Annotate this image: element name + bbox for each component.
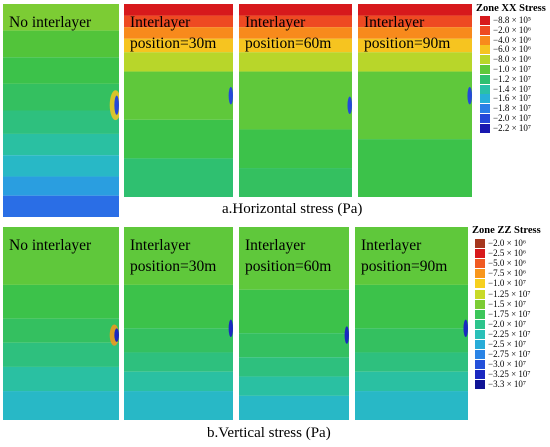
panel-label-pos90-xx: Interlayer position=90m	[364, 14, 451, 52]
panel-label-pos90-zz: Interlayer position=90m	[361, 237, 448, 275]
legend-label: −2.5 × 10⁶	[488, 248, 527, 259]
xx-contour-pos90	[358, 4, 472, 197]
legend-swatch	[475, 279, 485, 289]
legend-swatch	[480, 123, 490, 133]
legend-swatch	[475, 239, 485, 248]
legend-label: −2.75 × 10⁷	[488, 349, 531, 360]
xx-panel-pos60: Interlayer position=60m	[239, 4, 352, 197]
legend-swatch	[480, 114, 490, 123]
legend-swatch	[475, 249, 485, 259]
legend-swatch	[480, 25, 490, 35]
legend-label: −1.0 × 10⁷	[488, 278, 527, 289]
legend-label: −2.0 × 10⁶	[493, 24, 532, 35]
legend-swatch	[475, 259, 485, 269]
caption-vertical-stress: b.Vertical stress (Pa)	[207, 425, 331, 441]
legend-label: −2.25 × 10⁷	[488, 328, 531, 339]
legend-swatch	[475, 340, 485, 349]
xx-contour-pos60	[239, 4, 352, 197]
panel-label-no-interlayer-zz: No interlayer	[9, 237, 92, 254]
legend-label: −1.75 × 10⁷	[488, 308, 531, 319]
legend-swatch	[475, 289, 485, 299]
xx-panel-pos30: Interlayer position=30m	[124, 4, 233, 197]
legend-swatch	[475, 309, 485, 319]
legend-label: −3.0 × 10⁷	[488, 359, 527, 370]
zz-contour-pos30	[124, 227, 233, 420]
legend-swatch	[480, 74, 490, 84]
legend-label: −8.8 × 10⁵	[493, 15, 532, 25]
panel-label-pos30-zz: Interlayer position=30m	[130, 237, 217, 275]
legend-swatch	[475, 350, 485, 360]
legend-label: −2.2 × 10⁷	[493, 122, 532, 133]
legend-swatch	[475, 370, 485, 380]
legend-zz: Zone ZZ Stress −2.0 × 10⁶ −2.5 × 10⁶ −5.0 …	[472, 225, 550, 390]
legend-label: −1.4 × 10⁷	[493, 83, 532, 94]
legend-zz-title: Zone ZZ Stress	[472, 225, 541, 236]
legend-label: −1.6 × 10⁷	[493, 93, 532, 104]
panel-label-pos30-xx: Interlayer position=30m	[130, 14, 217, 52]
legend-label: −1.2 × 10⁷	[493, 73, 532, 84]
legend-label: −1.5 × 10⁷	[488, 298, 527, 309]
legend-label: −7.5 × 10⁶	[488, 268, 527, 279]
xx-contour-pos30	[124, 4, 233, 197]
legend-swatch	[480, 65, 490, 74]
legend-swatch	[480, 55, 490, 65]
zz-contour-pos90	[355, 227, 468, 420]
legend-label: −6.0 × 10⁶	[493, 44, 532, 55]
legend-swatch	[480, 94, 490, 104]
legend-swatch	[475, 360, 485, 370]
xx-panel-pos90: Interlayer position=90m	[358, 4, 472, 197]
legend-swatch	[475, 269, 485, 279]
legend-swatch	[480, 16, 490, 25]
zz-panel-pos30: Interlayer position=30m	[124, 227, 233, 420]
zz-panel-no-interlayer: No interlayer	[3, 227, 119, 420]
legend-label: −2.0 × 10⁷	[488, 318, 527, 329]
zz-contour-no-interlayer	[3, 227, 119, 420]
legend-label: −1.0 × 10⁷	[493, 64, 532, 74]
legend-swatch	[475, 319, 485, 329]
panel-label-no-interlayer-xx: No interlayer	[9, 14, 92, 31]
legend-swatch	[480, 45, 490, 55]
zz-panel-pos60: Interlayer position=60m	[239, 227, 349, 420]
legend-swatch	[480, 35, 490, 45]
caption-horizontal-stress: a.Horizontal stress (Pa)	[222, 201, 363, 217]
legend-label: −8.0 × 10⁶	[493, 54, 532, 65]
legend-label: −5.0 × 10⁶	[488, 258, 527, 269]
legend-swatch	[475, 329, 485, 339]
legend-label: −4.0 × 10⁶	[493, 34, 532, 45]
xx-contour-no-interlayer	[3, 4, 119, 217]
legend-swatch	[480, 104, 490, 114]
legend-label: −1.25 × 10⁷	[488, 288, 531, 299]
legend-label: −3.3 × 10⁷	[488, 379, 527, 390]
legend-swatch	[475, 299, 485, 309]
xx-panel-no-interlayer: No interlayer	[3, 4, 119, 217]
legend-xx: Zone XX Stress −8.8 × 10⁵ −2.0 × 10⁶ −4.0 …	[476, 3, 550, 133]
legend-label: −1.8 × 10⁷	[493, 103, 532, 114]
legend-label: −3.25 × 10⁷	[488, 369, 531, 380]
legend-swatch	[475, 380, 485, 390]
legend-xx-title: Zone XX Stress	[476, 3, 546, 14]
legend-swatch	[480, 84, 490, 94]
legend-label: −2.5 × 10⁷	[488, 339, 527, 349]
panel-label-pos60-zz: Interlayer position=60m	[245, 237, 332, 275]
zz-contour-pos60	[239, 227, 349, 420]
legend-label: −2.0 × 10⁶	[488, 238, 527, 248]
panel-label-pos60-xx: Interlayer position=60m	[245, 14, 332, 52]
zz-panel-pos90: Interlayer position=90m	[355, 227, 468, 420]
legend-label: −2.0 × 10⁷	[493, 113, 532, 123]
